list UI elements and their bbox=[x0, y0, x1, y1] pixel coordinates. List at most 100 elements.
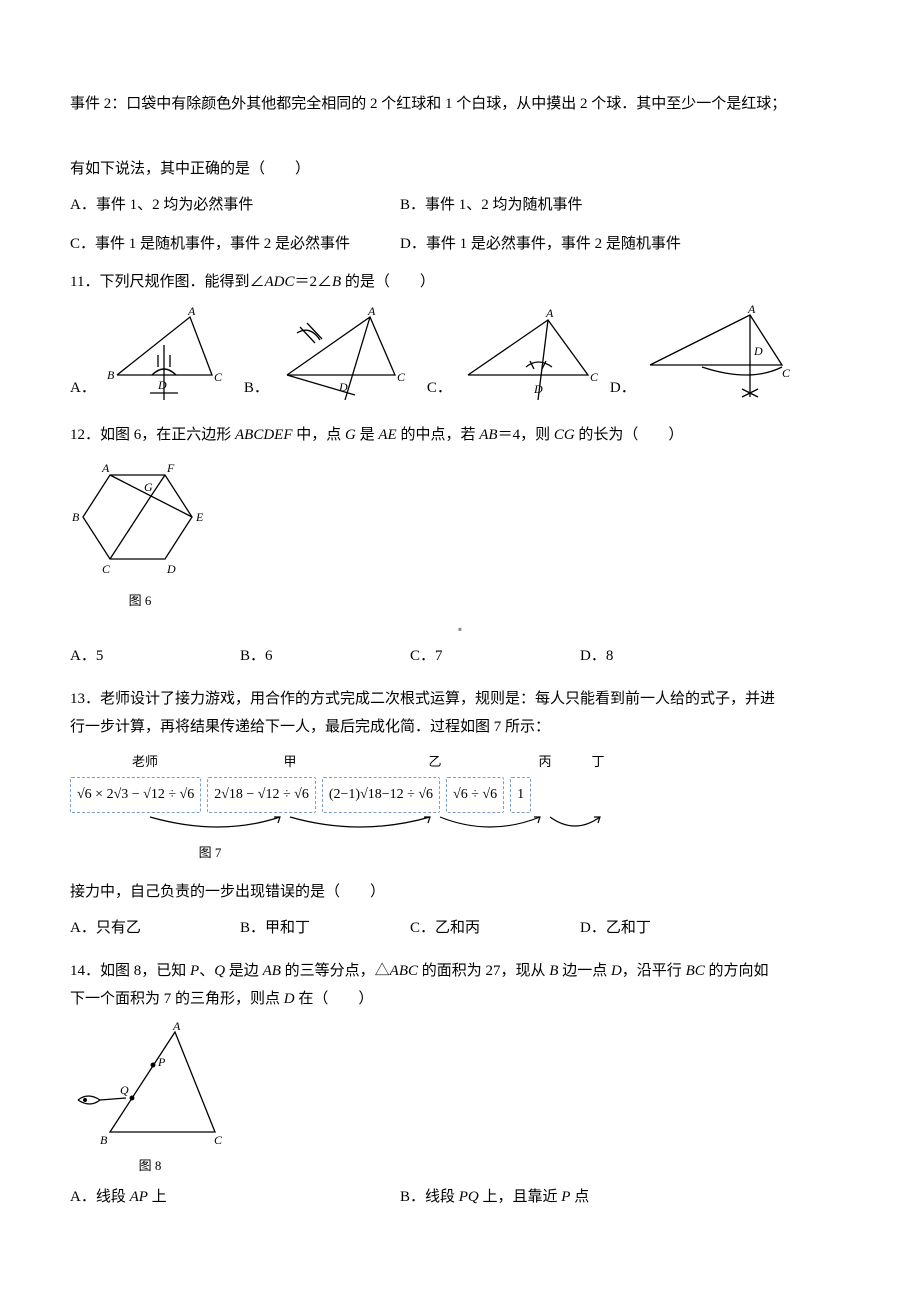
q12-opt-d: D．8 bbox=[580, 642, 750, 671]
q13-line1: 13．老师设计了接力游戏，用合作的方式完成二次根式运算，规则是：每人只能看到前一… bbox=[70, 685, 850, 714]
q14-lbl-q: Q bbox=[120, 1083, 129, 1097]
q13-labels-row: 老师 甲 乙 丙 丁 bbox=[70, 750, 850, 775]
event2-text: 事件 2：口袋中有除颜色外其他都完全相同的 2 个红球和 1 个白球，从中摸出 … bbox=[70, 90, 850, 119]
q10-opts-row1: A．事件 1、2 均为必然事件 B．事件 1、2 均为随机事件 bbox=[70, 191, 850, 220]
q11-svg-b: A D C bbox=[275, 305, 415, 405]
q11-svg-a: A B D C bbox=[102, 305, 232, 405]
q13-boxes-row: √6 × 2√3 − √12 ÷ √6 2√18 − √12 ÷ √6 (2−1… bbox=[70, 777, 850, 814]
q14-line2: 下一个面积为 7 的三角形，则点 D 在（ ） bbox=[70, 985, 850, 1014]
q11-label-d: D． bbox=[610, 374, 636, 405]
q10-opt-a: A．事件 1、2 均为必然事件 bbox=[70, 191, 400, 220]
q10-prompt: 有如下说法，其中正确的是（ ） bbox=[70, 155, 850, 184]
q12-m3: 的中点，若 bbox=[397, 427, 480, 443]
q14-l2-pre: 下一个面积为 7 的三角形，则点 bbox=[70, 991, 284, 1007]
q11c-lbl-a: A bbox=[545, 306, 554, 320]
q13-opts: A．只有乙 B．甲和丁 C．乙和丙 D．乙和丁 bbox=[70, 914, 850, 943]
q12-prompt: 12．如图 6，在正六边形 ABCDEF 中，点 G 是 AE 的中点，若 AB… bbox=[70, 421, 850, 450]
q12-opt-c: C．7 bbox=[410, 642, 580, 671]
q14-lbl-b: B bbox=[100, 1133, 108, 1147]
q12-caption: 图 6 bbox=[70, 589, 210, 614]
q13-lbl-yi: 乙 bbox=[360, 750, 510, 775]
q13-box-jia: 2√18 − √12 ÷ √6 bbox=[207, 777, 316, 814]
q10-opt-b: B．事件 1、2 均为随机事件 bbox=[400, 191, 583, 220]
q11-fig-b: B． A D C bbox=[244, 305, 415, 405]
q13-box-yi: (2−1)√18−12 ÷ √6 bbox=[322, 777, 440, 814]
q11b-lbl-c: C bbox=[397, 370, 406, 384]
q11d-lbl-a: A bbox=[747, 305, 756, 316]
q14-svg: A P Q B C bbox=[70, 1022, 230, 1152]
q14-q: Q bbox=[214, 963, 225, 979]
q12-lbl-c: C bbox=[102, 562, 111, 576]
q14-l2-post: 在（ ） bbox=[295, 991, 374, 1007]
q14-lbl-c: C bbox=[214, 1133, 223, 1147]
q14-figure: A P Q B C 图 8 bbox=[70, 1022, 850, 1179]
q12-figure: A F B E C D G 图 6 bbox=[70, 457, 850, 614]
q14-ab: AB bbox=[263, 963, 281, 979]
q10-opt-d: D．事件 1 是必然事件，事件 2 是随机事件 bbox=[400, 230, 681, 259]
q13-lbl-bing: 丙 bbox=[510, 750, 580, 775]
q11-mid: ＝2∠ bbox=[294, 274, 332, 290]
q11-svg-d: A D C bbox=[642, 305, 792, 405]
q12-lbl-g: G bbox=[144, 480, 153, 494]
q13-lbl-ding: 丁 bbox=[580, 750, 616, 775]
q14-p: P bbox=[190, 963, 199, 979]
q12-post: 的长为（ ） bbox=[575, 427, 684, 443]
q12-ae: AE bbox=[378, 427, 396, 443]
q12-ab: AB bbox=[479, 427, 497, 443]
q12-lbl-b: B bbox=[72, 510, 80, 524]
q12-m4: ＝4，则 bbox=[498, 427, 554, 443]
q13-opt-d: D．乙和丁 bbox=[580, 914, 750, 943]
q14-b-pq: PQ bbox=[459, 1189, 479, 1205]
q14-l1-post: 的方向如 bbox=[705, 963, 769, 979]
q11a-lbl-d: D bbox=[157, 378, 167, 392]
q12-g: G bbox=[345, 427, 356, 443]
q12-lbl-d: D bbox=[166, 562, 176, 576]
q12-m2: 是 bbox=[356, 427, 379, 443]
q11-fig-a: A． A B D C bbox=[70, 305, 232, 405]
q14-opts-row: A．线段 AP 上 B．线段 PQ 上，且靠近 P 点 bbox=[70, 1183, 850, 1212]
q14-b-post: 点 bbox=[570, 1189, 589, 1205]
q12-svg: A F B E C D G bbox=[70, 457, 210, 587]
q14-m2: 的三等分点，△ bbox=[281, 963, 390, 979]
q13-opt-b: B．甲和丁 bbox=[240, 914, 410, 943]
q12-hex: ABCDEF bbox=[235, 427, 293, 443]
q13-box-bing: √6 ÷ √6 bbox=[446, 777, 504, 814]
q11-b: B bbox=[332, 274, 341, 290]
q11b-lbl-d: D bbox=[338, 380, 348, 394]
q11d-lbl-c: C bbox=[782, 366, 791, 380]
q14-d: D bbox=[611, 963, 622, 979]
q12-opt-b: B．6 bbox=[240, 642, 410, 671]
q11b-lbl-a: A bbox=[367, 305, 376, 318]
q11-prompt: 11．下列尺规作图．能得到∠ADC＝2∠B 的是（ ） bbox=[70, 268, 850, 297]
q14-m1: 是边 bbox=[225, 963, 263, 979]
q13-opt-a: A．只有乙 bbox=[70, 914, 240, 943]
q14-l1-pre: 14．如图 8，已知 bbox=[70, 963, 190, 979]
q14-a-ap: AP bbox=[130, 1189, 148, 1205]
q14-caption: 图 8 bbox=[70, 1154, 230, 1179]
q11-svg-c: A D C bbox=[458, 305, 598, 405]
q11-label-a: A． bbox=[70, 374, 96, 405]
q14-b-mid: 上，且靠近 bbox=[479, 1189, 562, 1205]
q11-fig-d: D． A D C bbox=[610, 305, 792, 405]
q11a-lbl-b: B bbox=[107, 368, 115, 382]
q12-opt-a: A．5 bbox=[70, 642, 240, 671]
q12-m1: 中，点 bbox=[293, 427, 346, 443]
q13-caption: 图 7 bbox=[70, 841, 350, 866]
q12-lbl-a: A bbox=[101, 461, 110, 475]
q14-m3: 的面积为 27，现从 bbox=[418, 963, 549, 979]
q11d-lbl-d: D bbox=[753, 344, 763, 358]
q13-box-teacher: √6 × 2√3 − √12 ÷ √6 bbox=[70, 777, 201, 814]
q10-opts-row2: C．事件 1 是随机事件，事件 2 是必然事件 D．事件 1 是必然事件，事件 … bbox=[70, 230, 850, 259]
q13-box-ding: 1 bbox=[510, 777, 531, 814]
q13-arrows bbox=[70, 813, 630, 839]
q11c-lbl-d: D bbox=[533, 382, 543, 396]
spacer bbox=[70, 127, 850, 155]
q13-figure: 老师 甲 乙 丙 丁 √6 × 2√3 − √12 ÷ √6 2√18 − √1… bbox=[70, 750, 850, 866]
q14-bc: BC bbox=[686, 963, 705, 979]
q14-a-post: 上 bbox=[148, 1189, 167, 1205]
q11-label-c: C． bbox=[427, 374, 452, 405]
q14-b-pre: B．线段 bbox=[400, 1189, 459, 1205]
q11-post: 的是（ ） bbox=[341, 274, 435, 290]
q12-pre: 12．如图 6，在正六边形 bbox=[70, 427, 235, 443]
q14-opt-a: A．线段 AP 上 bbox=[70, 1183, 400, 1212]
